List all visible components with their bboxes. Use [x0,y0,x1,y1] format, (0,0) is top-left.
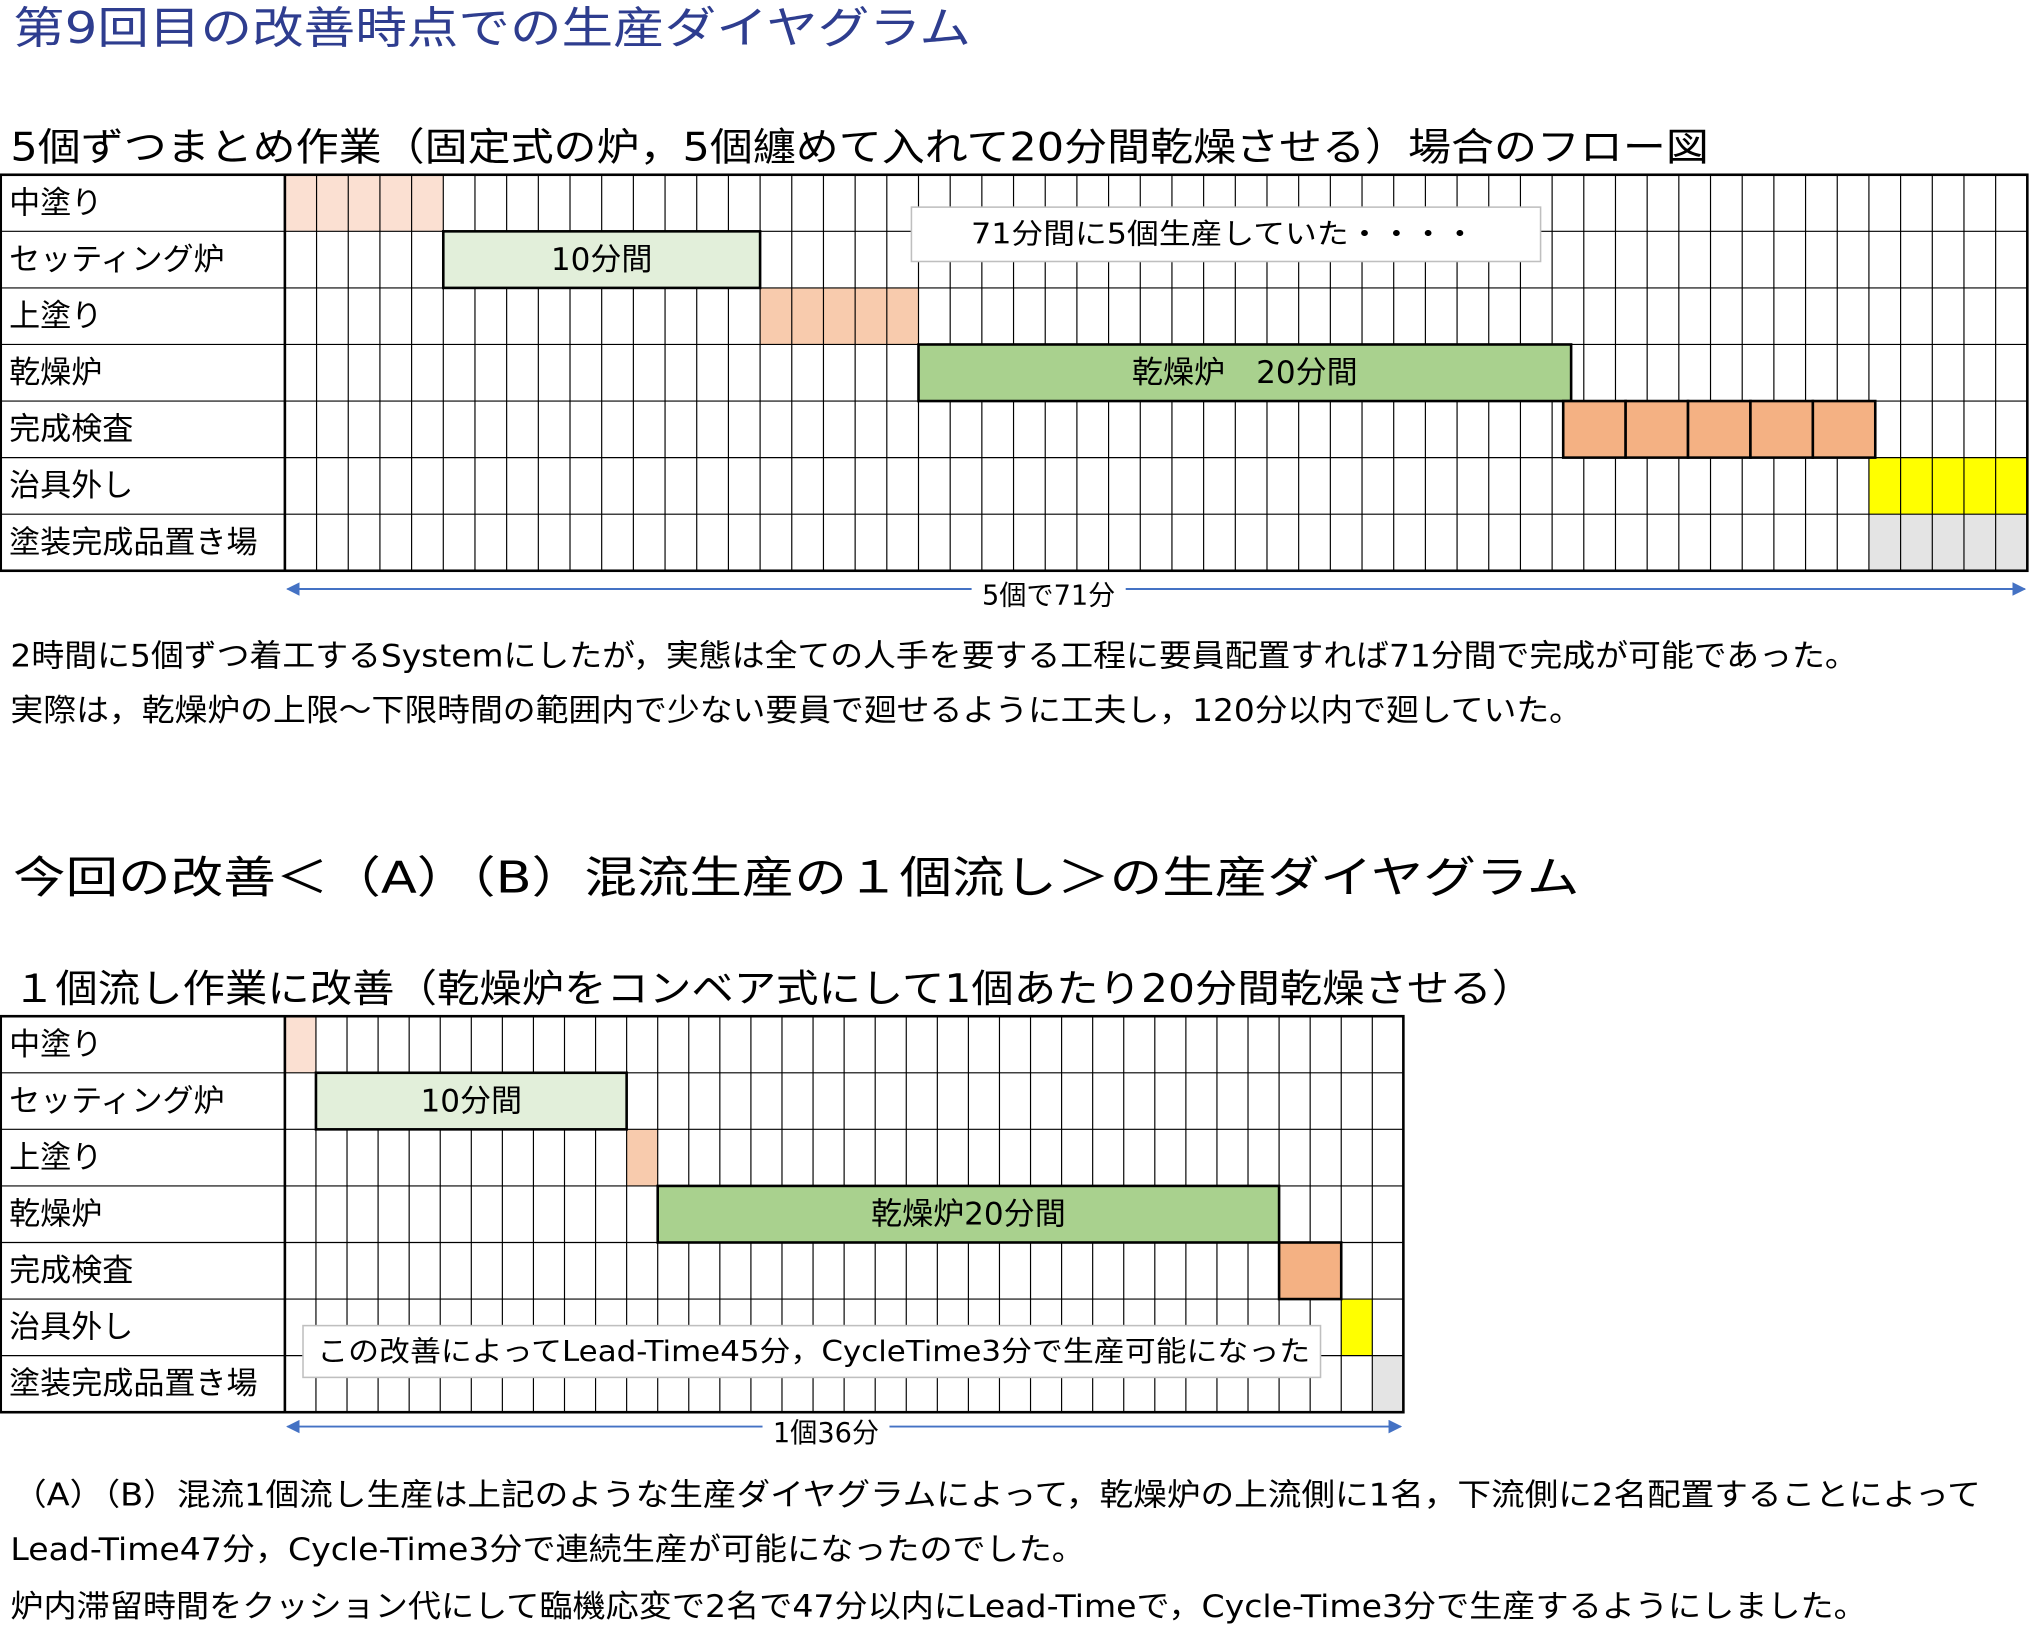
process-bar [314,1071,628,1131]
cell-fill [760,287,792,345]
callout-box [910,206,1542,263]
row-label: 乾燥炉 [9,1197,102,1233]
inspection-block [1811,399,1877,459]
cell-fill [1868,514,1901,571]
cell-fill [1932,457,1964,515]
cell-fill [348,174,380,232]
row-label: 上塗り [9,298,102,334]
row-label: 塗装完成品置き場 [9,1366,257,1402]
row-label: セッティング炉 [9,1083,224,1119]
process-bar [441,230,762,290]
section-heading: 今回の改善＜（A）（B）混流生産の１個流し＞の生産ダイヤグラム [13,852,1579,903]
process-bar [656,1184,1281,1244]
cell-fill [626,1129,658,1186]
note-line: 炉内滞留時間をクッション代にして臨機応変で2名で47分以内にLead-Timeで… [10,1589,1866,1625]
row-label: 上塗り [9,1140,102,1176]
inspection-block [1277,1241,1343,1301]
process-bar [917,343,1573,403]
cell-fill [1995,514,2028,571]
row-label: 治具外し [9,468,133,504]
inspection-block [1624,399,1690,459]
cell-fill [379,174,412,232]
row-label: 中塗り [9,185,102,221]
cell-fill [791,287,824,345]
note-line: 2時間に5個ずつ着工するSystemにしたが，実態は全ての人手を要する工程に要員… [10,639,1857,675]
row-label: 塗装完成品置き場 [9,525,257,561]
cell-fill [1932,514,1964,571]
row-label: セッティング炉 [9,242,224,278]
cell-fill [316,174,349,232]
cell-fill [1868,457,1901,515]
row-label: 完成検査 [9,1253,133,1289]
cell-fill [1963,514,1996,571]
row-label: 中塗り [9,1027,102,1063]
cell-fill [1995,457,2028,515]
inspection-block [1561,399,1627,459]
bar-label: 乾燥炉 20分間 [1132,355,1358,391]
note-line: 実際は，乾燥炉の上限～下限時間の範囲内で少ない要員で廻せるように工夫し，120分… [10,693,1582,729]
callout-box [302,1324,1322,1379]
cell-fill [284,174,317,232]
cell-fill [1963,457,1996,515]
inspection-block [1749,399,1815,459]
section-subtitle: １個流し作業に改善（乾燥炉をコンベア式にして1個あたり20分間乾燥させる） [13,967,1534,1012]
cell-fill [1341,1299,1373,1356]
inspection-block [1686,399,1752,459]
label-gap [971,585,1126,593]
row-label: 乾燥炉 [9,355,102,391]
note-line: （A）（B）混流1個流し生産は上記のような生産ダイヤグラムによって，乾燥炉の上流… [13,1477,1981,1513]
row-label: 治具外し [9,1310,133,1346]
table-border [0,1014,1405,1414]
cell-fill [1372,1355,1404,1413]
note-line: Lead-Time47分，Cycle-Time3分で連続生産が可能になったのでし… [10,1532,1084,1568]
cell-fill [1900,457,1933,515]
span-label: 5個で71分 [982,580,1115,611]
callout-text: 71分間に5個生産していた・・・・ [971,218,1476,251]
row-label: 完成検査 [9,412,133,448]
page-title: 第9回目の改善時点での生産ダイヤグラム [13,3,971,54]
callout-text: この改善によってLead-Time45分，CycleTime3分で生産可能になっ… [317,1335,1310,1368]
table-border [0,173,2029,573]
bar-label: 10分間 [420,1083,522,1119]
section-subtitle: 5個ずつまとめ作業（固定式の炉，5個纏めて入れて20分間乾燥させる）場合のフロー… [10,126,1708,171]
label-gap [762,1422,890,1431]
cell-fill [1900,514,1933,571]
cell-fill [411,174,444,232]
cell-fill [284,1016,316,1073]
cell-fill [823,287,856,345]
bar-label: 乾燥炉20分間 [871,1197,1066,1233]
cell-fill [855,287,887,345]
span-label: 1個36分 [773,1418,879,1449]
bar-label: 10分間 [551,242,653,278]
cell-fill [886,287,919,345]
